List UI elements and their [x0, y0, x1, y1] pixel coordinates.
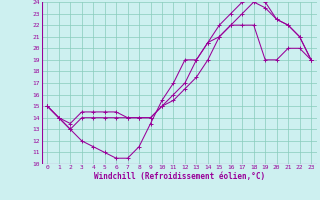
X-axis label: Windchill (Refroidissement éolien,°C): Windchill (Refroidissement éolien,°C): [94, 172, 265, 181]
